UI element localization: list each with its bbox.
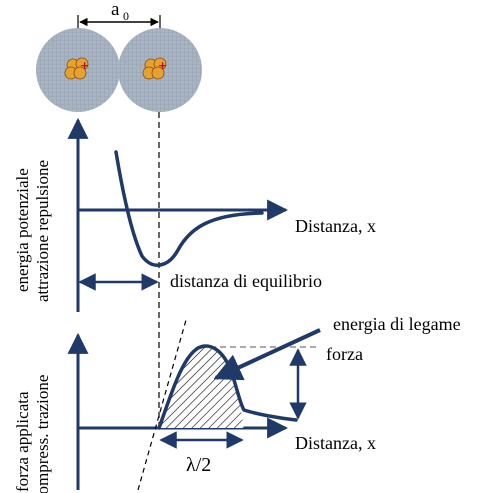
charge-left: + <box>80 59 89 72</box>
potential-y-label-line1: energia potenziale <box>13 168 32 292</box>
equilibrium-label: distanza di equilibrio <box>170 271 322 291</box>
atom-left: + <box>36 28 120 112</box>
force-y-label-line1: forza applicata <box>13 391 32 492</box>
atom-spacing-indicator: a 0 <box>77 0 161 32</box>
atom-spacing-label: a <box>111 0 120 20</box>
nucleus-left: + <box>64 57 89 80</box>
atom-spacing-subscript: 0 <box>123 9 129 23</box>
tangent-dashed-line <box>137 319 187 491</box>
potential-x-label: Distanza, x <box>295 216 376 236</box>
potential-energy-curve <box>114 150 264 267</box>
atom-right: + <box>118 28 202 112</box>
force-x-label: Distanza, x <box>295 433 376 453</box>
potential-energy-plot: Distanza, x distanza di equilibrio energ… <box>13 117 376 312</box>
potential-y-label-line2: attrazione repulsione <box>33 160 52 302</box>
charge-right: + <box>158 59 167 72</box>
force-y-label-line2: compress. trazione <box>33 375 52 493</box>
bond-energy-pointer <box>213 328 321 381</box>
nucleus-right: + <box>142 57 167 80</box>
lambda-half-label: λ/2 <box>186 454 211 476</box>
force-label: forza <box>326 344 363 364</box>
bond-energy-label: energia di legame <box>333 314 461 334</box>
bond-energy-area <box>159 346 244 428</box>
force-plot: energia di legame forza Distanza, x λ/2 … <box>13 314 461 493</box>
